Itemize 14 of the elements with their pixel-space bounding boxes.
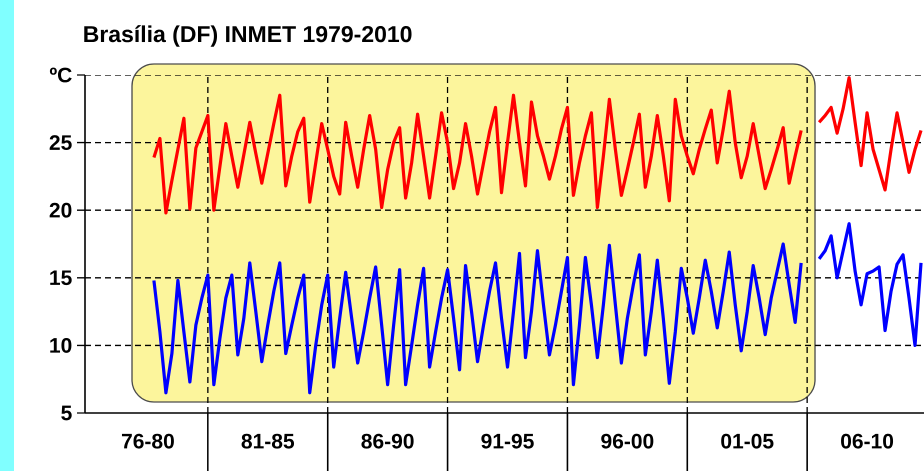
x-tick-label: 96-00 (601, 434, 654, 449)
x-tick-label: 81-85 (242, 434, 294, 449)
chart-title: Brasília (DF) INMET 1979-2010 (84, 25, 412, 47)
y-tick-label: ºC (50, 68, 72, 82)
y-tick-label: 5 (61, 406, 72, 420)
x-tick-label: 86-90 (361, 434, 414, 449)
x-tick-label: 76-80 (122, 434, 174, 449)
x-tick-label: 91-95 (481, 434, 534, 449)
y-tick-label: 25 (50, 135, 72, 150)
y-tick-label: 15 (50, 270, 72, 286)
y-tick-label: 10 (50, 338, 72, 353)
y-tick-label: 20 (50, 202, 72, 218)
x-tick-label: 06-10 (841, 434, 894, 449)
x-tick-label: 01-05 (721, 434, 774, 449)
